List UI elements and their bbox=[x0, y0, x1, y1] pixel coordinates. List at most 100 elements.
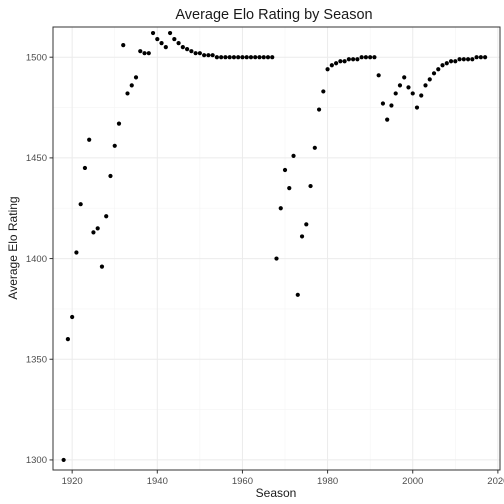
data-point bbox=[104, 214, 109, 219]
data-point bbox=[202, 53, 207, 58]
data-point bbox=[87, 137, 92, 142]
data-point bbox=[448, 59, 454, 64]
data-point bbox=[393, 91, 398, 96]
data-point bbox=[465, 57, 471, 62]
data-point bbox=[321, 89, 326, 94]
data-point bbox=[410, 91, 415, 96]
data-point bbox=[257, 55, 262, 60]
data-point bbox=[172, 36, 177, 42]
data-point bbox=[206, 53, 211, 58]
data-point bbox=[231, 55, 237, 60]
data-point bbox=[325, 67, 330, 72]
data-point bbox=[338, 59, 343, 64]
data-point bbox=[359, 55, 364, 60]
data-point bbox=[478, 55, 483, 60]
x-axis-title: Season bbox=[256, 486, 297, 500]
data-point bbox=[248, 55, 254, 60]
data-point bbox=[461, 57, 466, 62]
data-point bbox=[278, 206, 283, 211]
data-point bbox=[150, 30, 156, 36]
data-point bbox=[282, 167, 288, 173]
data-point bbox=[346, 57, 351, 62]
data-point bbox=[423, 83, 428, 88]
data-point bbox=[363, 55, 368, 60]
data-point bbox=[368, 55, 373, 60]
data-point bbox=[380, 101, 386, 106]
x-tick-label: 2020 bbox=[487, 476, 504, 487]
data-point bbox=[470, 57, 475, 62]
x-tick-label: 1920 bbox=[62, 476, 83, 487]
data-point bbox=[129, 83, 134, 88]
data-point bbox=[121, 43, 126, 48]
y-tick-label: 1450 bbox=[26, 153, 47, 164]
x-tick-label: 1960 bbox=[232, 476, 253, 487]
data-point bbox=[223, 55, 228, 60]
data-point bbox=[453, 59, 458, 64]
data-point bbox=[270, 55, 275, 60]
data-point bbox=[155, 36, 160, 42]
data-points bbox=[61, 30, 488, 463]
data-point bbox=[397, 83, 403, 88]
data-point bbox=[78, 202, 83, 207]
data-point bbox=[253, 55, 258, 60]
data-point bbox=[61, 457, 66, 463]
data-point bbox=[308, 183, 313, 189]
data-point bbox=[389, 103, 394, 108]
data-point bbox=[406, 85, 411, 90]
data-point bbox=[440, 63, 445, 68]
data-point bbox=[402, 75, 407, 80]
y-axis: 1300 1350 1400 1450 1500 bbox=[26, 53, 53, 466]
data-point bbox=[312, 145, 317, 150]
chart-title: Average Elo Rating by Season bbox=[175, 7, 372, 23]
y-axis-title: Average Elo Rating bbox=[6, 196, 20, 299]
data-point bbox=[108, 173, 113, 179]
data-point bbox=[427, 77, 432, 82]
data-point bbox=[265, 55, 271, 60]
data-point bbox=[180, 45, 185, 50]
x-axis: 1920 1940 1960 1980 2000 2020 bbox=[62, 470, 504, 487]
data-point bbox=[295, 292, 300, 297]
data-point bbox=[274, 256, 279, 261]
x-tick-label: 2000 bbox=[402, 476, 423, 487]
data-point bbox=[351, 57, 356, 62]
data-point bbox=[376, 73, 381, 78]
data-point bbox=[414, 105, 420, 110]
data-point bbox=[112, 143, 117, 148]
x-tick-label: 1940 bbox=[147, 476, 168, 487]
data-point bbox=[355, 57, 360, 62]
data-point bbox=[176, 41, 181, 46]
data-point bbox=[82, 165, 88, 171]
data-point bbox=[419, 93, 424, 98]
data-point bbox=[125, 91, 130, 96]
x-tick-label: 1980 bbox=[317, 476, 338, 487]
data-point bbox=[304, 222, 309, 227]
data-point bbox=[95, 226, 100, 231]
data-point bbox=[74, 250, 79, 255]
y-tick-label: 1500 bbox=[26, 53, 47, 64]
grid-lines bbox=[53, 27, 500, 470]
data-point bbox=[444, 61, 449, 66]
data-point bbox=[483, 55, 488, 60]
data-point bbox=[334, 61, 339, 66]
y-tick-label: 1350 bbox=[26, 355, 47, 366]
data-point bbox=[70, 314, 75, 320]
data-point bbox=[146, 51, 151, 56]
data-point bbox=[342, 59, 347, 64]
data-point bbox=[185, 47, 190, 52]
data-point bbox=[189, 49, 194, 54]
data-point bbox=[193, 51, 198, 56]
y-tick-label: 1400 bbox=[26, 254, 47, 265]
data-point bbox=[240, 55, 245, 60]
data-point bbox=[91, 230, 96, 235]
data-point bbox=[138, 49, 143, 54]
data-point bbox=[99, 264, 105, 269]
data-point bbox=[116, 121, 122, 126]
data-point bbox=[287, 185, 292, 191]
y-tick-label: 1300 bbox=[26, 455, 47, 466]
data-point bbox=[142, 51, 147, 56]
data-point bbox=[236, 55, 241, 60]
data-point bbox=[210, 53, 215, 58]
data-point bbox=[227, 55, 232, 60]
